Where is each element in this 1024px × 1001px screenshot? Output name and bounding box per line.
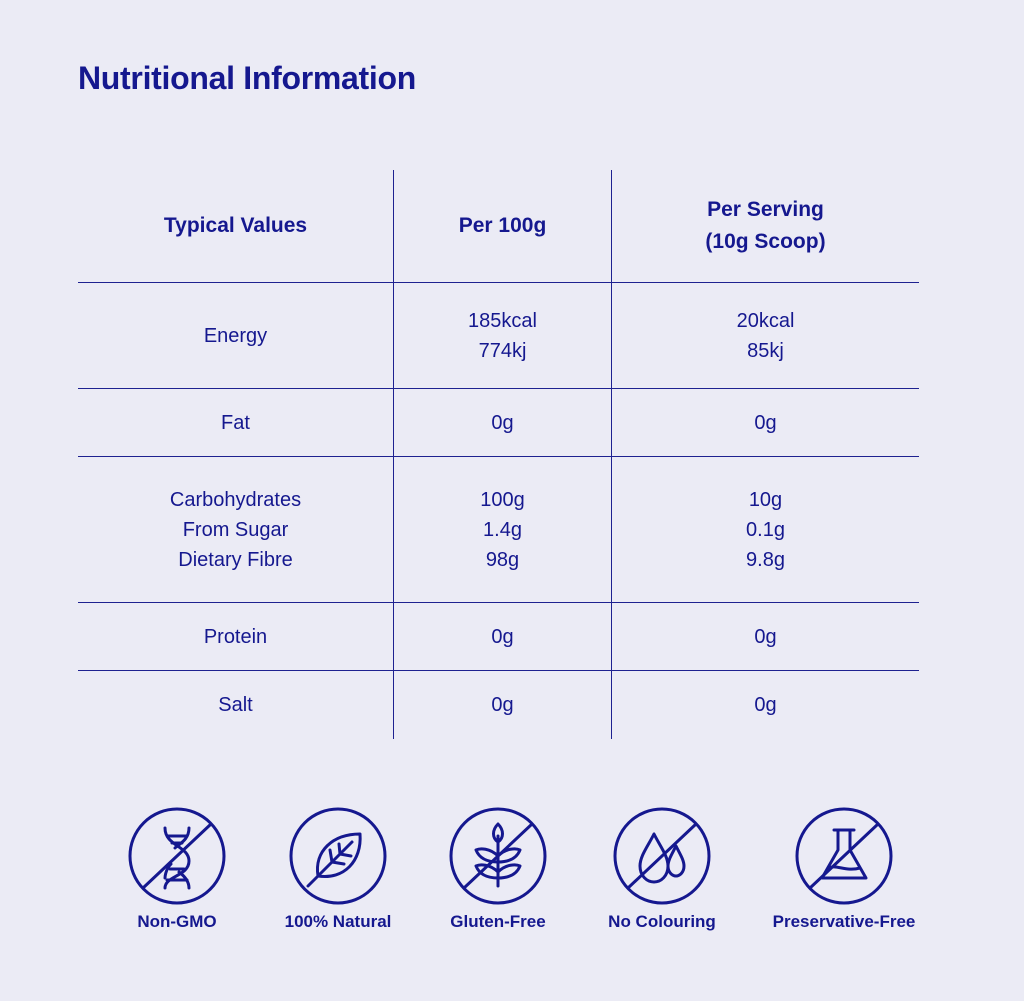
row-label: Energy (203, 324, 268, 347)
row-per-serving: 0g (611, 671, 919, 739)
row-label: Fat (221, 411, 250, 434)
droplets-icon (613, 807, 711, 905)
header-per-100g: Per 100g (393, 170, 611, 282)
badge-gluten-free: Gluten-Free (408, 806, 588, 932)
table-row: Salt 0g 0g (78, 671, 919, 739)
row-per-serving: 20kcal 85kj (611, 283, 919, 388)
badge-natural: 100% Natural (248, 806, 428, 932)
badge-label: 100% Natural (284, 912, 392, 931)
row-per-100g: 0g (393, 603, 611, 670)
badge-preservative-free: Preservative-Free (754, 806, 934, 932)
wheat-icon (449, 807, 547, 905)
badge-label: No Colouring (608, 912, 716, 931)
badge-no-colouring: No Colouring (572, 806, 752, 932)
badge-label: Gluten-Free (450, 912, 546, 931)
row-label: Salt (218, 694, 253, 716)
row-per-100g: 0g (393, 389, 611, 456)
row-label: Protein (203, 625, 268, 648)
row-per-serving: 0g (611, 389, 919, 456)
row-label: Carbohydrates From Sugar Dietary Fibre (169, 488, 302, 571)
table-row: Protein 0g 0g (78, 603, 919, 671)
page-title: Nutritional Information (78, 60, 416, 96)
dna-icon (128, 807, 226, 905)
row-per-serving: 10g 0.1g 9.8g (611, 457, 919, 602)
flask-icon (795, 807, 893, 905)
row-per-serving: 0g (611, 603, 919, 670)
row-per-100g: 185kcal 774kj (393, 283, 611, 388)
badge-label: Non-GMO (137, 912, 217, 931)
row-per-100g: 0g (393, 671, 611, 739)
nutrition-table: Typical Values Per 100g Per Serving (10g… (78, 170, 919, 739)
badge-non-gmo: Non-GMO (87, 806, 267, 932)
header-typical-values: Typical Values (163, 214, 308, 237)
table-header-row: Typical Values Per 100g Per Serving (10g… (78, 170, 919, 283)
badge-label: Preservative-Free (772, 912, 916, 931)
table-row: Fat 0g 0g (78, 389, 919, 457)
table-row: Carbohydrates From Sugar Dietary Fibre 1… (78, 457, 919, 603)
table-row: Energy 185kcal 774kj 20kcal 85kj (78, 283, 919, 389)
leaf-icon (289, 807, 387, 905)
row-per-100g: 100g 1.4g 98g (393, 457, 611, 602)
header-per-serving: Per Serving (10g Scoop) (611, 170, 919, 282)
